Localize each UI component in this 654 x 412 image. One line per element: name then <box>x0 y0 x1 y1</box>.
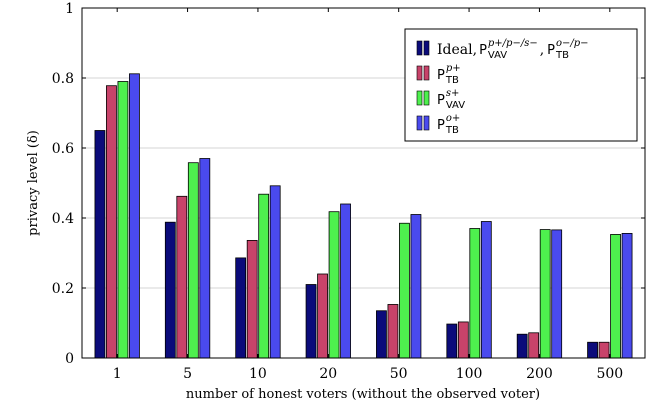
bar <box>106 85 117 359</box>
legend-superscript: p+/p−/s− <box>488 38 538 49</box>
x-tick-label: 200 <box>526 366 553 382</box>
legend-swatch <box>423 40 430 56</box>
bar <box>551 229 563 359</box>
legend-subscript: TB <box>445 75 459 86</box>
bar <box>516 333 528 359</box>
bar <box>539 229 551 359</box>
bar <box>129 73 140 359</box>
bar <box>258 193 270 359</box>
legend-subscript: TB <box>445 125 459 136</box>
bar <box>598 341 610 359</box>
legend-box <box>404 28 638 142</box>
bar <box>376 310 387 359</box>
x-tick-label: 50 <box>390 366 408 382</box>
bar <box>94 130 106 359</box>
bar <box>235 257 247 359</box>
legend-superscript: o+ <box>446 113 460 124</box>
bar <box>457 321 469 359</box>
bar <box>164 221 176 359</box>
bar <box>446 323 458 359</box>
legend-separator: , <box>540 42 544 58</box>
bar <box>199 158 211 359</box>
bar <box>621 232 633 359</box>
legend-swatch <box>423 65 430 81</box>
legend-swatch <box>416 90 423 106</box>
bar <box>246 239 258 359</box>
legend-subscript: VAV <box>446 100 465 111</box>
legend-swatch <box>416 40 423 56</box>
y-tick-label: 0.2 <box>52 281 74 297</box>
legend-swatch <box>416 115 423 131</box>
y-tick-label: 0 <box>65 351 74 367</box>
x-axis-label: number of honest voters (without the obs… <box>186 387 540 402</box>
bar <box>176 195 188 359</box>
bars <box>94 73 633 359</box>
x-tick-label: 1 <box>113 366 122 382</box>
x-tick-label: 10 <box>249 366 267 382</box>
legend-swatch <box>423 90 430 106</box>
legend-subscript: TB <box>555 50 569 61</box>
bar <box>117 81 129 359</box>
bar <box>410 214 422 359</box>
bar <box>399 222 410 359</box>
x-tick-label: 20 <box>319 366 337 382</box>
y-axis-label: privacy level (δ) <box>26 130 41 236</box>
legend-swatch <box>423 115 430 131</box>
bar <box>480 221 492 359</box>
x-tick-label: 500 <box>596 366 623 382</box>
bar <box>340 203 351 359</box>
y-tick-label: 0.4 <box>52 211 74 227</box>
bar <box>387 304 399 359</box>
legend-superscript: s+ <box>446 88 460 99</box>
y-tick-labels: 0 0.2 0.4 0.6 0.8 1 <box>52 1 74 367</box>
legend-symbol: P <box>437 68 445 83</box>
legend-symbol: P <box>437 93 445 108</box>
bar <box>305 284 317 359</box>
legend-symbol: P <box>479 43 487 58</box>
y-tick-label: 0.6 <box>52 141 74 157</box>
legend-subscript: VAV <box>488 50 507 61</box>
bar <box>317 273 328 359</box>
x-tick-label: 100 <box>456 366 483 382</box>
y-tick-label: 1 <box>65 1 74 17</box>
legend-superscript: o−/p− <box>556 38 589 49</box>
x-tick-label: 5 <box>183 366 192 382</box>
bar <box>469 228 481 359</box>
bar <box>610 234 621 359</box>
legend-label: Ideal, <box>437 42 477 58</box>
bar <box>269 185 281 359</box>
x-tick-labels: 1 5 10 20 50 100 200 500 <box>113 366 623 382</box>
y-tick-label: 0.8 <box>52 71 74 87</box>
legend-superscript: p+ <box>446 63 461 74</box>
bar <box>528 332 540 359</box>
legend-swatch <box>416 65 423 81</box>
legend-symbol: P <box>437 118 445 133</box>
plot-frame <box>81 7 646 359</box>
bar <box>187 162 199 359</box>
bar <box>328 211 340 359</box>
legend-symbol: P <box>547 43 555 58</box>
bar <box>587 341 598 359</box>
axis-ticks <box>82 7 645 359</box>
